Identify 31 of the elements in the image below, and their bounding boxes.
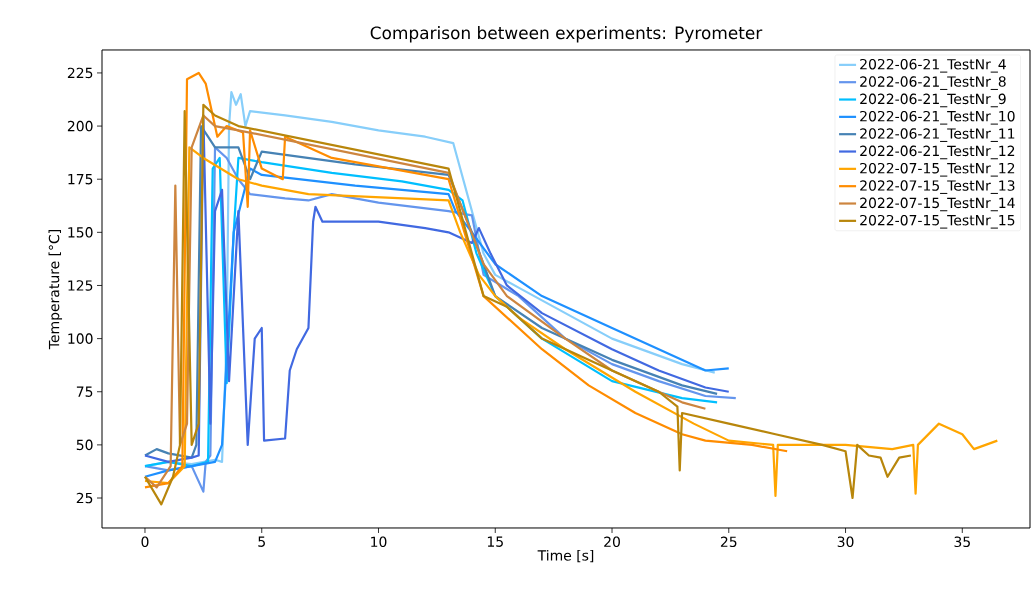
y-axis-title: Temperature [°C] — [48, 230, 63, 350]
x-tick-label: 30 — [837, 536, 854, 548]
x-axis-title: Time [s] — [537, 549, 594, 563]
legend-label: 2022-07-15_TestNr_14 — [860, 197, 1015, 212]
y-tick-label: 125 — [68, 280, 93, 291]
legend-label: 2022-06-21_TestNr_8 — [860, 76, 1006, 90]
x-tick-label: 5 — [258, 536, 265, 547]
legend-label: 2022-06-21_TestNr_12 — [860, 145, 1015, 160]
x-tick-label: 10 — [371, 536, 387, 548]
y-tick-label: 75 — [76, 386, 93, 397]
x-tick-label: 35 — [954, 536, 970, 548]
y-tick-label: 100 — [68, 333, 93, 344]
x-tick-label: 25 — [720, 536, 737, 548]
y-tick-label: 50 — [76, 439, 93, 451]
y-tick-label: 225 — [67, 67, 93, 79]
x-tick-label: 15 — [487, 536, 503, 547]
y-tick-label: 175 — [68, 174, 93, 185]
legend-label: 2022-07-15_TestNr_15 — [860, 214, 1015, 229]
line-series — [143, 71, 789, 489]
y-tick-label: 200 — [67, 120, 93, 132]
y-tick-label: 150 — [68, 227, 93, 238]
legend-label: 2022-07-15_TestNr_13 — [860, 180, 1015, 194]
chart-title: Comparison between experiments: Pyrometer — [370, 26, 763, 43]
legend-label: 2022-06-21_TestNr_4 — [860, 58, 1006, 73]
x-tick-label: 0 — [141, 536, 149, 548]
legend-label: 2022-06-21_TestNr_10 — [860, 110, 1015, 125]
x-tick-label: 20 — [604, 536, 620, 548]
legend-label: 2022-07-15_TestNr_12 — [860, 162, 1015, 177]
legend-label: 2022-06-21_TestNr_9 — [860, 93, 1006, 108]
y-tick-label: 25 — [76, 492, 93, 504]
legend-label: 2022-06-21_TestNr_11 — [860, 128, 1015, 142]
